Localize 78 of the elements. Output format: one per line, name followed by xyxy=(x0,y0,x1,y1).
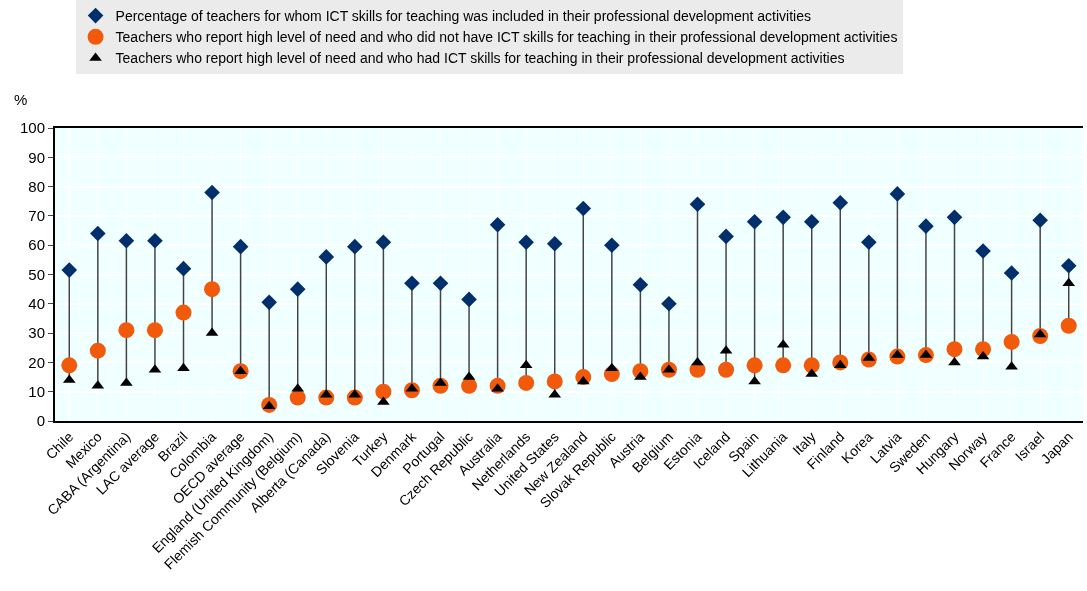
point xyxy=(519,359,533,369)
point xyxy=(546,373,563,390)
point xyxy=(347,238,363,255)
point xyxy=(204,184,220,201)
point xyxy=(175,260,192,277)
point xyxy=(775,209,791,226)
point xyxy=(889,186,906,202)
point xyxy=(375,383,392,400)
point xyxy=(262,400,276,410)
point xyxy=(432,275,449,292)
y-tick-label: 30 xyxy=(28,324,45,342)
point xyxy=(576,375,590,385)
point xyxy=(318,249,335,265)
y-tick-label: 10 xyxy=(28,382,45,400)
point xyxy=(803,357,820,374)
point xyxy=(146,322,163,339)
point xyxy=(832,194,849,211)
point xyxy=(147,233,163,249)
y-tick-label: 0 xyxy=(36,412,45,430)
legend-label: Teachers who report high level of need and who did not have ICT skills for teaching in their professional development activities xyxy=(115,29,898,46)
point xyxy=(575,200,592,217)
point xyxy=(1060,317,1077,334)
point xyxy=(177,362,190,372)
point xyxy=(746,357,763,374)
point xyxy=(90,225,106,242)
y-tick-label: 80 xyxy=(28,177,45,195)
y-tick-label: 60 xyxy=(28,236,45,254)
legend-label: Teachers who report high level of need and who had ICT skills for teaching in their professional development activities xyxy=(115,50,845,67)
point xyxy=(175,304,192,321)
point xyxy=(89,342,106,359)
point xyxy=(1003,333,1020,350)
point xyxy=(461,377,478,394)
point xyxy=(261,294,277,311)
point xyxy=(1003,265,1020,281)
point xyxy=(118,322,135,339)
legend-label: Percentage of teachers for whom ICT skills for teaching was included in their professional development activities xyxy=(115,8,811,25)
point xyxy=(748,375,761,385)
y-tick-label: 40 xyxy=(28,295,45,313)
point xyxy=(605,362,619,372)
point xyxy=(61,357,78,374)
point xyxy=(718,361,735,378)
point xyxy=(404,275,420,292)
y-axis-title: % xyxy=(14,91,28,108)
point xyxy=(489,216,506,233)
point xyxy=(518,234,534,251)
point xyxy=(946,341,963,358)
point xyxy=(691,356,704,366)
y-tick-label: 90 xyxy=(28,148,45,166)
point xyxy=(118,233,135,249)
point xyxy=(518,374,535,391)
y-tick-label: 50 xyxy=(28,265,45,283)
point xyxy=(604,237,620,253)
point xyxy=(1062,277,1076,287)
point xyxy=(746,213,763,230)
point xyxy=(1032,212,1048,229)
point xyxy=(803,213,820,230)
point xyxy=(833,359,847,369)
point xyxy=(375,234,392,251)
point xyxy=(232,238,249,255)
point xyxy=(1060,257,1077,274)
point xyxy=(918,218,934,234)
point xyxy=(546,235,563,252)
point xyxy=(204,281,221,298)
point xyxy=(289,281,306,297)
point xyxy=(946,209,963,226)
y-tick-label: 70 xyxy=(28,207,45,225)
point xyxy=(461,291,477,308)
point xyxy=(718,228,734,245)
point xyxy=(948,356,961,366)
point xyxy=(61,262,78,278)
y-tick-label: 20 xyxy=(28,353,45,371)
point xyxy=(975,243,991,259)
point xyxy=(632,276,649,293)
point xyxy=(661,296,677,312)
point xyxy=(689,196,706,212)
point xyxy=(775,357,792,374)
point xyxy=(861,234,877,251)
y-tick-label: 100 xyxy=(19,119,45,137)
